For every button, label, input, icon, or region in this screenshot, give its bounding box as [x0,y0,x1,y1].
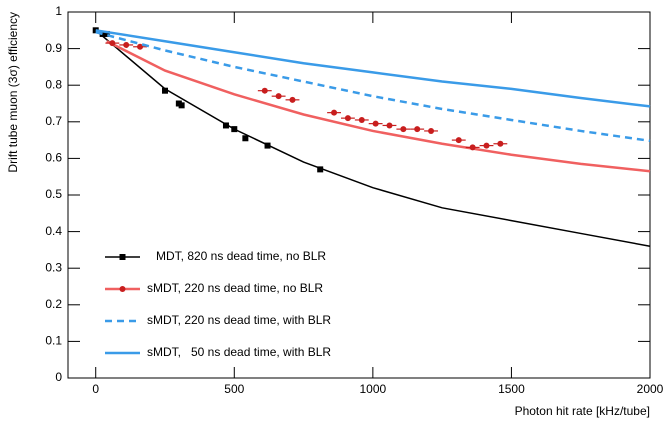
data-point [162,87,168,94]
data-point [137,43,144,50]
curve [95,30,651,143]
y-tick-label: 0.4 [45,224,62,238]
data-point [231,126,238,133]
y-tick-label: 0.1 [45,334,62,348]
x-tick-label: 0 [92,382,99,396]
data-point [400,126,407,133]
data-point [344,115,351,122]
y-tick-label: 0 [55,370,62,384]
x-tick-label: 1500 [498,382,525,396]
data-point [178,102,185,109]
legend-marker [119,286,126,292]
data-point [372,120,379,127]
y-tick-label: 0.2 [45,297,62,311]
x-axis-label: Photon hit rate [kHz/tube] [515,404,650,418]
data-point [103,30,110,37]
data-point [455,137,462,144]
y-tick-label: 0.7 [45,114,62,128]
y-tick-label: 0.3 [45,260,62,274]
legend-label: sMDT, 220 ns dead time, with BLR [147,313,331,327]
curve [106,40,651,173]
data-point [317,166,324,173]
x-tick-label: 1000 [360,382,387,396]
x-tick-label: 500 [224,382,244,396]
legend-marker [119,254,126,260]
x-tick-label: 2000 [637,382,664,396]
y-axis-label: Drift tube muon (3σ) efficiency [6,12,20,173]
legend-label: sMDT, 220 ns dead time, no BLR [147,281,323,295]
data-point [264,142,271,149]
y-tick-label: 0.6 [45,151,62,165]
data-point [414,126,421,133]
curve [95,29,651,108]
data-point [261,87,268,94]
data-point [497,140,504,147]
data-point [123,41,130,48]
data-point [386,122,393,129]
legend-label: sMDT, 50 ns dead time, with BLR [147,345,331,359]
data-point [222,122,229,129]
y-tick-label: 0.5 [45,187,62,201]
curve [95,29,651,247]
data-point [289,96,296,103]
data-point [109,40,116,47]
y-tick-label: 1 [55,4,62,18]
data-point [469,144,476,151]
data-point [275,93,282,100]
y-tick-label: 0.8 [45,77,62,91]
y-tick-label: 0.9 [45,41,62,55]
data-point [428,127,435,134]
data-point [99,30,106,37]
legend-label: MDT, 820 ns dead time, no BLR [156,249,326,263]
data-point [483,142,490,149]
data-point [242,135,249,142]
data-point [358,116,365,123]
data-point [331,109,338,116]
